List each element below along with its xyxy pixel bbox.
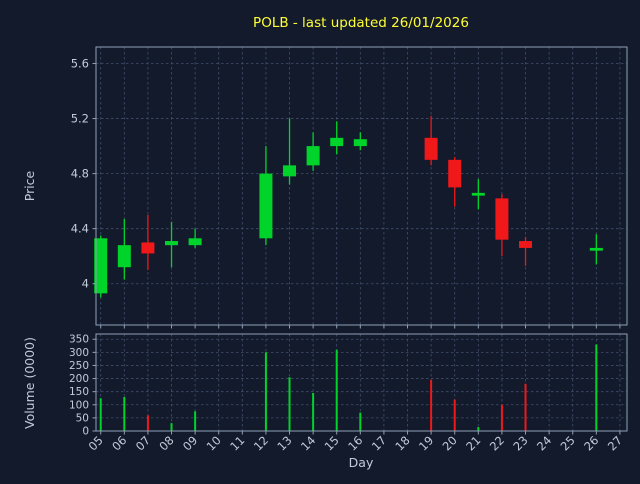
volume-tick-label-150: 150 xyxy=(69,386,89,398)
candle-body-23 xyxy=(519,241,533,248)
candle-body-05 xyxy=(94,238,108,294)
candle-body-20 xyxy=(448,159,462,188)
candle-body-22 xyxy=(495,198,509,240)
x-tick-label-21: 21 xyxy=(463,433,483,453)
volume-tick-label-0: 0 xyxy=(82,426,89,438)
candle-body-07 xyxy=(141,242,155,254)
grid-layer xyxy=(96,47,627,432)
candle-body-06 xyxy=(117,245,131,268)
x-tick-label-18: 18 xyxy=(392,433,412,453)
candle-body-08 xyxy=(165,241,179,246)
price-plot-area xyxy=(96,47,627,325)
x-tick-label-12: 12 xyxy=(251,433,271,453)
x-tick-label-24: 24 xyxy=(534,433,554,453)
price-tick-label-4.8: 4.8 xyxy=(71,167,89,181)
x-tick-label-16: 16 xyxy=(345,433,365,453)
chart-title: POLB - last updated 26/01/2026 xyxy=(253,15,469,31)
x-tick-label-19: 19 xyxy=(416,433,436,453)
candle-body-14 xyxy=(306,146,320,166)
candle-body-09 xyxy=(188,238,202,246)
x-tick-label-06: 06 xyxy=(109,433,129,453)
price-tick-label-4.4: 4.4 xyxy=(71,222,89,236)
x-tick-label-15: 15 xyxy=(322,433,342,453)
candles-layer xyxy=(94,115,603,431)
candle-body-19 xyxy=(424,137,438,160)
x-tick-label-22: 22 xyxy=(487,433,507,453)
x-tick-label-10: 10 xyxy=(204,433,224,453)
x-tick-label-08: 08 xyxy=(156,433,176,453)
x-tick-label-13: 13 xyxy=(274,433,294,453)
volume-tick-label-350: 350 xyxy=(69,334,89,346)
volume-axis-label: Volume (0000) xyxy=(22,337,37,429)
volume-tick-label-250: 250 xyxy=(69,360,89,372)
price-spine xyxy=(95,46,628,326)
x-tick-label-09: 09 xyxy=(180,433,200,453)
price-axis-label: Price xyxy=(22,170,37,201)
x-tick-label-26: 26 xyxy=(581,433,601,453)
volume-tick-label-50: 50 xyxy=(76,412,89,424)
volume-tick-label-300: 300 xyxy=(69,347,89,359)
price-tick-label-4: 4 xyxy=(82,277,89,291)
candle-body-26 xyxy=(589,247,603,251)
volume-plot-area xyxy=(96,334,627,431)
candle-body-15 xyxy=(330,137,344,147)
candle-body-21 xyxy=(471,192,485,196)
candle-body-12 xyxy=(259,173,273,239)
x-axis-label: Day xyxy=(349,455,374,470)
candle-body-16 xyxy=(353,139,367,147)
volume-tick-label-200: 200 xyxy=(69,373,89,385)
volume-tick-label-100: 100 xyxy=(69,399,89,411)
x-tick-label-17: 17 xyxy=(369,433,389,453)
volume-spine xyxy=(95,333,628,432)
x-tick-label-23: 23 xyxy=(510,433,530,453)
x-tick-label-07: 07 xyxy=(133,433,153,453)
x-tick-label-14: 14 xyxy=(298,433,318,453)
x-tick-label-20: 20 xyxy=(440,433,460,453)
x-tick-label-27: 27 xyxy=(605,433,625,453)
x-tick-label-25: 25 xyxy=(558,433,578,453)
price-tick-label-5.6: 5.6 xyxy=(71,57,89,71)
candle-body-13 xyxy=(283,165,297,177)
price-tick-label-5.2: 5.2 xyxy=(71,112,89,126)
x-tick-label-11: 11 xyxy=(227,433,247,453)
